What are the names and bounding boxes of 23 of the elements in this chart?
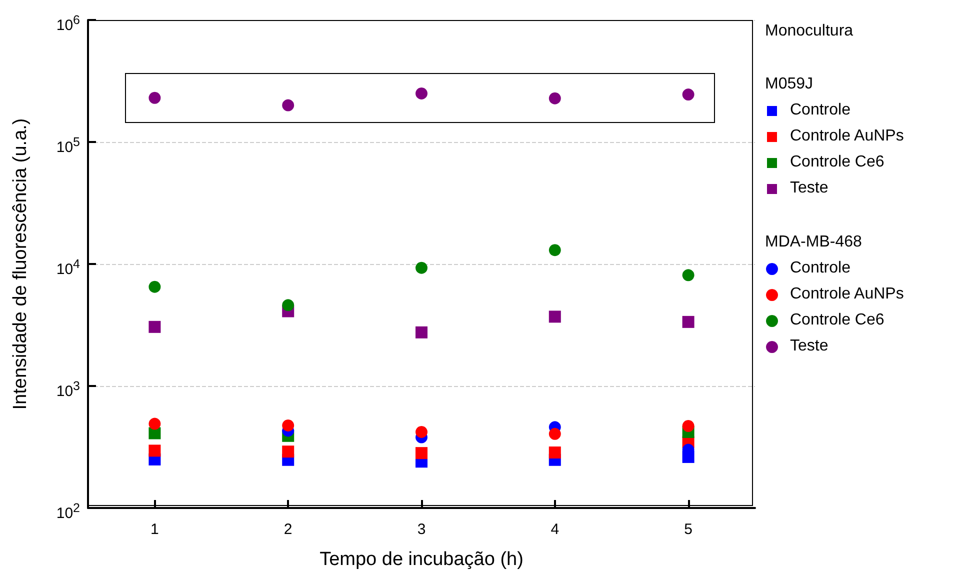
x-axis-title: Tempo de incubação (h) [320, 549, 524, 570]
legend-label: Controle AuNPs [790, 128, 904, 144]
y-tick-label: 10$^{2}$ [56, 500, 80, 524]
legend-label: Controle Ce6 [790, 312, 884, 328]
x-tick-label: 5 [684, 521, 692, 538]
legend-label: Controle [790, 102, 851, 118]
x-tick-label: 3 [417, 521, 426, 538]
legend-label: Teste [790, 338, 828, 354]
legend-label: Controle AuNPs [790, 286, 904, 302]
legend-label: Controle [790, 260, 851, 276]
x-tick-label: 1 [150, 521, 159, 538]
y-axis-title: Intensidade de fluorescência (u.a.) [10, 118, 31, 410]
text: M059J [765, 76, 814, 92]
legend-title: Monocultura [765, 22, 854, 40]
x-tick-label: 4 [550, 521, 560, 538]
y-tick-label: 10$^{5}$ [56, 134, 80, 158]
y-tick-label: 10$^{4}$ [56, 256, 80, 280]
text: MDA-MB-468 [765, 234, 862, 250]
y-tick-label: 10$^{3}$ [56, 378, 80, 402]
x-tick-label: 2 [284, 521, 292, 538]
legend-label: Teste [790, 180, 828, 196]
legend-label: Controle Ce6 [790, 154, 884, 170]
y-tick-label: 10$^{6}$ [56, 12, 80, 36]
